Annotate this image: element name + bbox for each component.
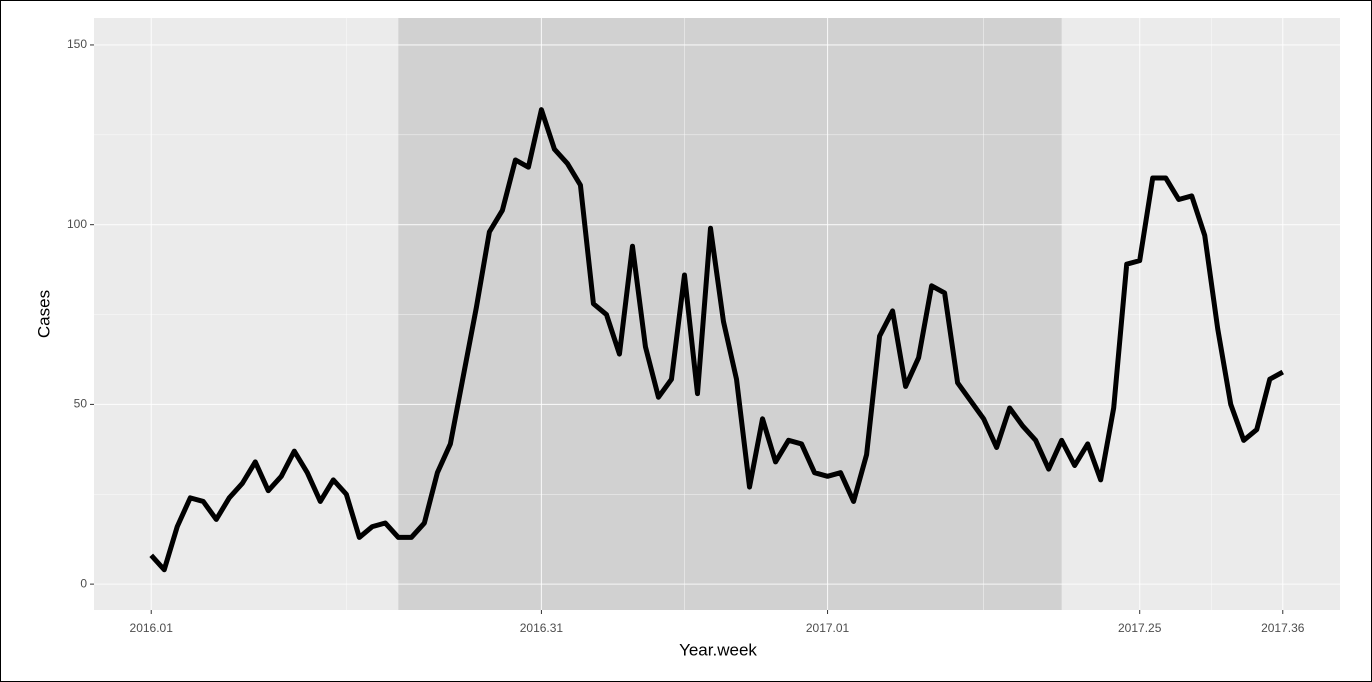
y-tick-label: 50 [74, 397, 88, 411]
y-tick-label: 100 [67, 217, 87, 231]
x-tick-label: 2016.01 [130, 621, 174, 635]
x-tick-label: 2017.01 [806, 621, 850, 635]
x-axis-title: Year.week [679, 640, 757, 659]
y-tick-label: 150 [67, 37, 87, 51]
data-line [149, 107, 1284, 573]
x-tick-label: 2017.25 [1118, 621, 1162, 635]
x-tick-label: 2016.31 [520, 621, 564, 635]
y-tick-label: 0 [80, 576, 87, 590]
y-axis-title: Cases [34, 290, 53, 338]
highlight-band [398, 18, 1062, 610]
x-tick-label: 2017.36 [1261, 621, 1305, 635]
